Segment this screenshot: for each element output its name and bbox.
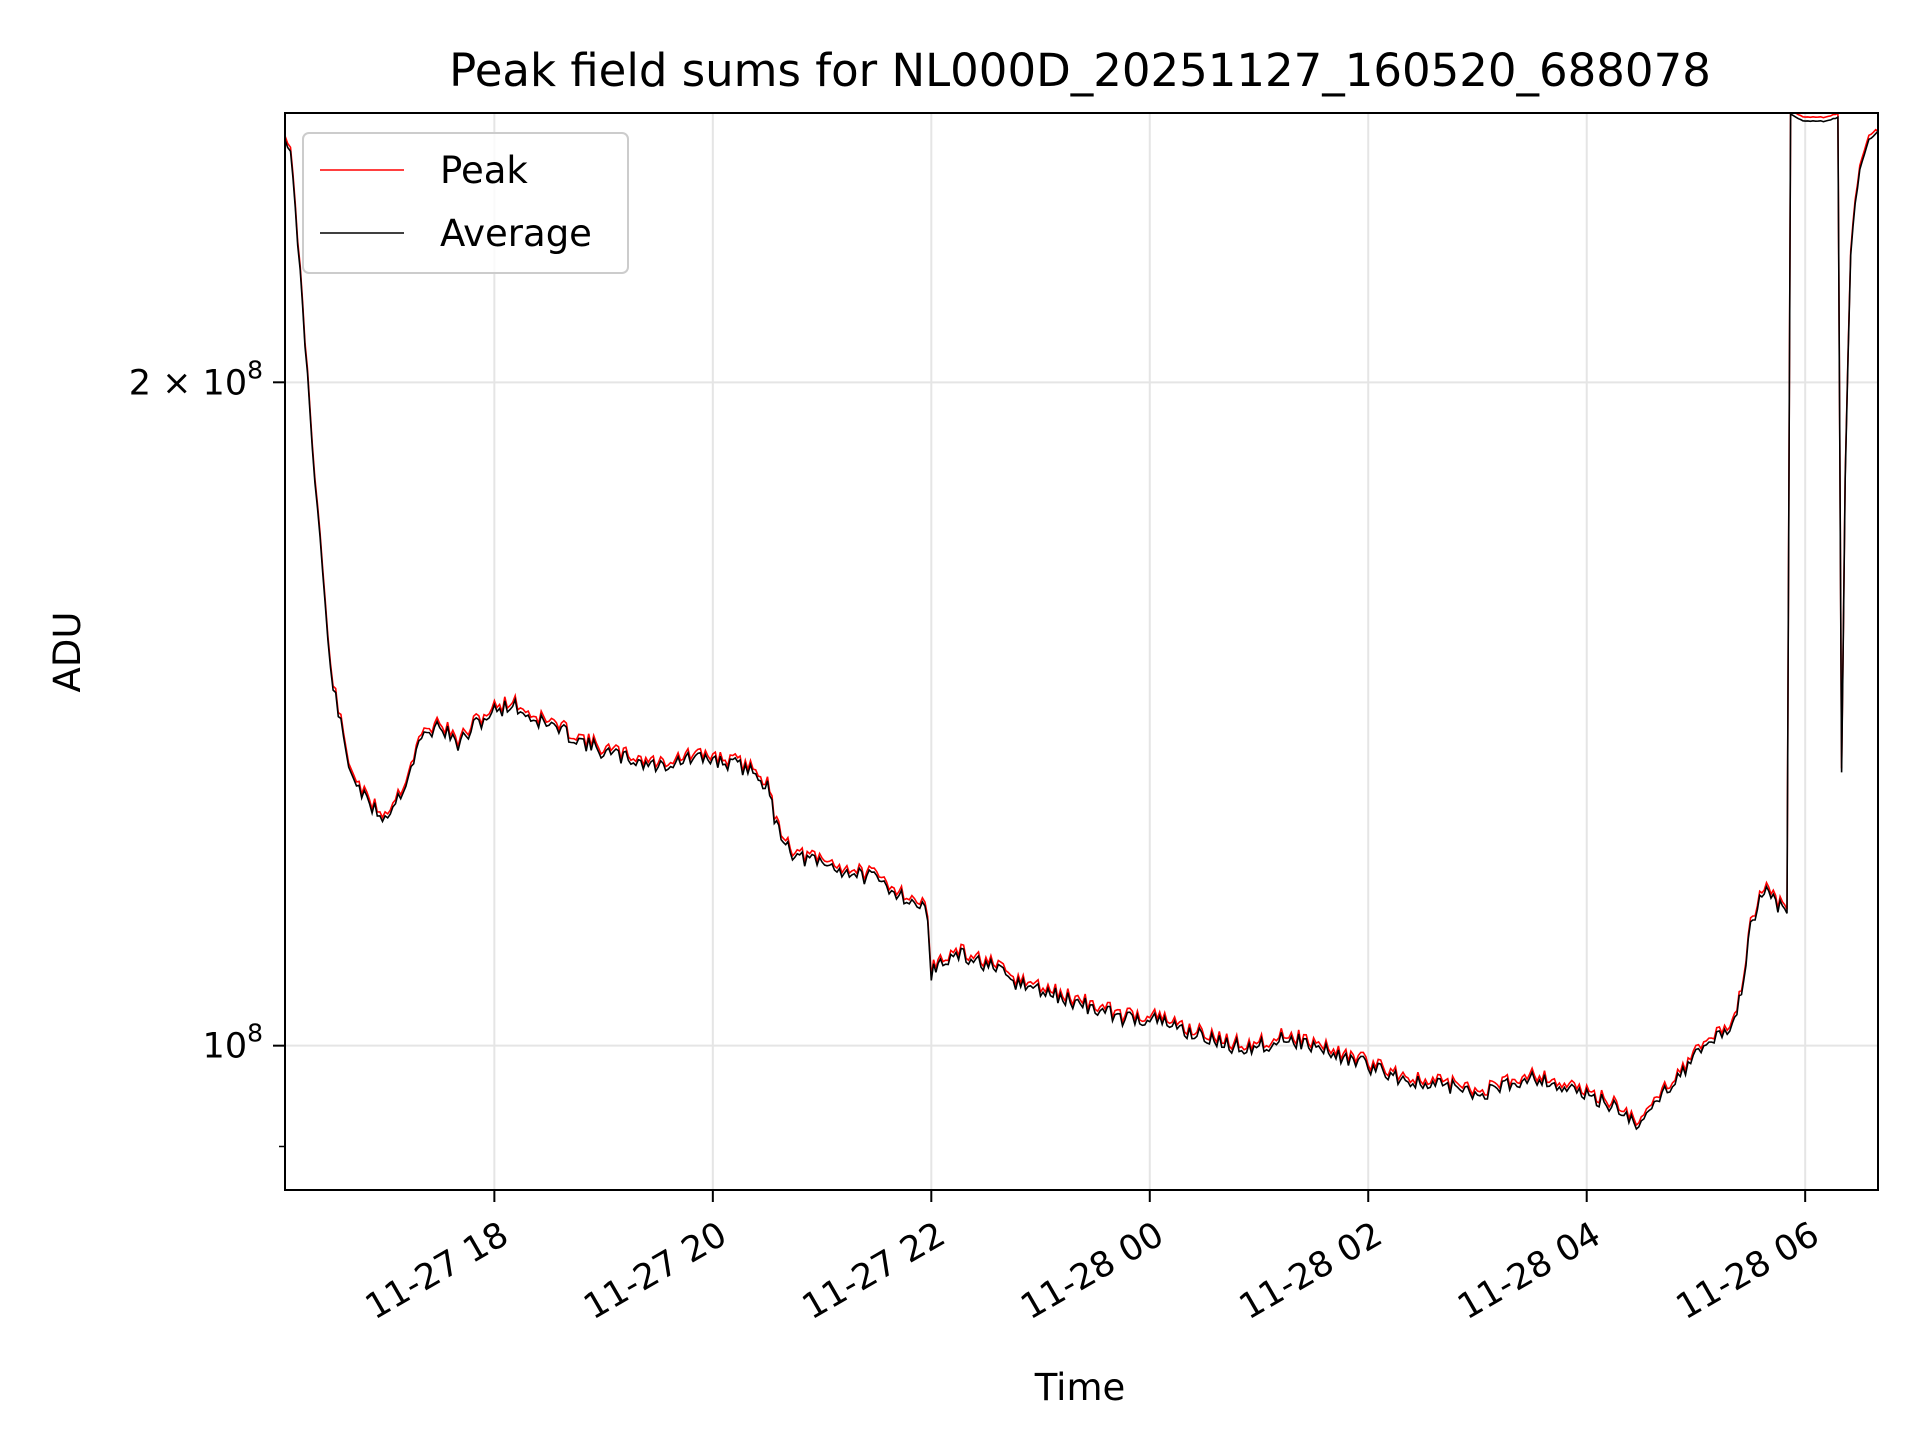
legend-label-average: Average <box>440 212 592 255</box>
x-axis: 11-27 18 11-27 20 11-27 22 11-28 00 11-28 02… <box>359 1190 1826 1328</box>
y-tick-label: 108 <box>203 1019 263 1067</box>
x-tick-label: 11-28 02 <box>1233 1215 1389 1328</box>
x-axis-label: Time <box>1034 1366 1126 1409</box>
series-line-average <box>284 112 1879 1131</box>
legend: Peak Average <box>302 132 629 274</box>
legend-box <box>302 132 629 274</box>
grid <box>285 113 1878 1190</box>
x-tick-label: 11-27 18 <box>359 1215 515 1328</box>
y-axis-label: ADU <box>46 612 89 693</box>
y-axis: 108 2 × 108 <box>129 355 285 1148</box>
chart-title: Peak field sums for NL000D_20251127_1605… <box>449 44 1711 97</box>
x-tick-label: 11-28 06 <box>1670 1215 1826 1328</box>
series-line-peak <box>284 111 1879 1127</box>
x-tick-label: 11-28 04 <box>1451 1215 1607 1328</box>
legend-label-peak: Peak <box>440 149 528 192</box>
y-tick-label: 2 × 108 <box>129 355 263 403</box>
x-tick-label: 11-27 22 <box>796 1215 952 1328</box>
series-layer <box>284 111 1879 1131</box>
x-tick-label: 11-28 00 <box>1014 1215 1170 1328</box>
x-tick-label: 11-27 20 <box>577 1215 733 1328</box>
plot-frame <box>284 112 1879 1191</box>
